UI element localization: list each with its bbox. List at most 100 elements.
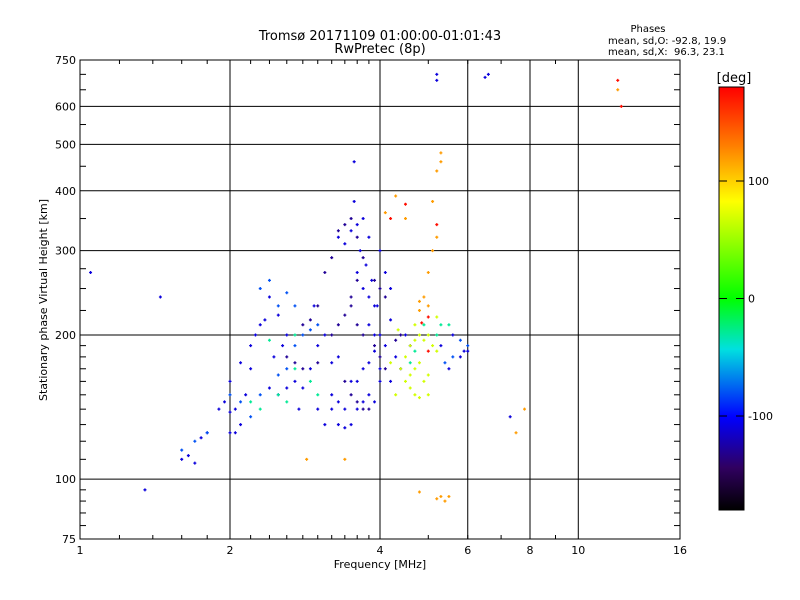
data-point: [349, 229, 353, 233]
data-point: [89, 271, 93, 275]
data-point: [293, 367, 297, 371]
data-point: [417, 333, 421, 337]
y-tick-labels: 75 100 200 300 400 500 600 750: [55, 54, 76, 546]
x-axis-label: Frequency [MHz]: [334, 558, 426, 571]
data-point: [435, 349, 439, 353]
data-point: [323, 271, 327, 275]
data-point: [394, 393, 398, 397]
data-point: [403, 217, 407, 221]
data-point: [403, 379, 407, 383]
data-point: [301, 386, 305, 390]
data-point: [367, 235, 371, 239]
data-point: [367, 393, 371, 397]
data-point: [355, 407, 359, 411]
minor-ticks: [80, 60, 680, 539]
data-point: [373, 344, 377, 348]
data-point: [389, 379, 393, 383]
data-point: [263, 318, 267, 322]
data-point: [378, 355, 382, 359]
data-point: [417, 490, 421, 494]
data-point: [408, 344, 412, 348]
data-point: [330, 256, 334, 260]
data-point: [466, 344, 470, 348]
data-point: [373, 304, 377, 308]
y-tick-label: 300: [55, 245, 76, 258]
data-point: [249, 415, 253, 419]
data-point: [293, 333, 297, 337]
data-point: [361, 256, 365, 260]
data-point: [285, 355, 289, 359]
data-point: [193, 439, 197, 443]
data-point: [447, 495, 451, 498]
data-point: [439, 323, 443, 327]
data-point: [285, 386, 289, 390]
data-point: [316, 304, 320, 308]
data-point: [431, 249, 435, 253]
data-point: [308, 328, 312, 332]
data-point: [355, 235, 359, 239]
data-point: [355, 223, 359, 227]
data-point: [383, 367, 387, 371]
data-point: [426, 393, 430, 397]
data-point: [435, 497, 439, 501]
chart-title: Tromsø 20171109 01:00:00-01:01:43: [258, 29, 501, 44]
data-point: [349, 379, 353, 383]
data-point: [293, 379, 297, 383]
data-point: [462, 349, 466, 353]
data-point: [361, 217, 365, 221]
data-point: [297, 407, 301, 411]
data-point: [267, 278, 271, 282]
data-point: [293, 304, 297, 308]
y-tick-label: 75: [62, 533, 76, 546]
data-point: [358, 249, 362, 253]
data-point: [420, 321, 424, 325]
data-point: [394, 355, 398, 359]
data-point: [383, 344, 387, 348]
data-point: [378, 367, 382, 371]
data-point: [399, 367, 403, 371]
colorbar-tick-label: 100: [748, 175, 769, 188]
data-point: [349, 304, 353, 308]
data-point: [378, 333, 382, 337]
data-point: [316, 323, 320, 327]
data-point: [223, 400, 227, 404]
data-point: [426, 271, 430, 275]
data-point: [408, 386, 412, 390]
data-point: [305, 457, 309, 461]
data-point: [426, 333, 430, 337]
data-point: [389, 361, 393, 365]
data-point: [361, 287, 365, 291]
data-point: [394, 338, 398, 342]
data-point: [239, 423, 243, 427]
y-axis-label: Stationary phase Virtual Height [km]: [37, 199, 50, 401]
data-point: [426, 349, 430, 353]
data-point: [343, 457, 347, 461]
data-point: [616, 78, 620, 82]
data-point: [435, 169, 439, 173]
data-point: [361, 400, 365, 404]
data-point: [426, 373, 430, 377]
y-tick-label: 750: [55, 54, 76, 67]
data-point: [253, 333, 257, 337]
data-point: [619, 104, 623, 108]
data-point: [403, 355, 407, 359]
data-point: [343, 223, 347, 227]
data-point: [276, 304, 280, 308]
data-point: [272, 355, 276, 359]
data-point: [422, 338, 426, 342]
data-point: [399, 333, 403, 337]
data-point: [267, 338, 271, 342]
data-point: [447, 323, 451, 327]
data-point: [447, 367, 451, 371]
data-point: [267, 295, 271, 299]
data-point: [330, 407, 334, 411]
data-point: [199, 436, 203, 440]
data-point: [349, 295, 353, 299]
data-point: [367, 295, 371, 299]
data-point: [373, 278, 377, 282]
data-point: [239, 400, 243, 404]
data-point: [349, 393, 353, 397]
data-point: [249, 344, 253, 348]
data-point: [408, 373, 412, 377]
y-tick-label: 400: [55, 185, 76, 198]
